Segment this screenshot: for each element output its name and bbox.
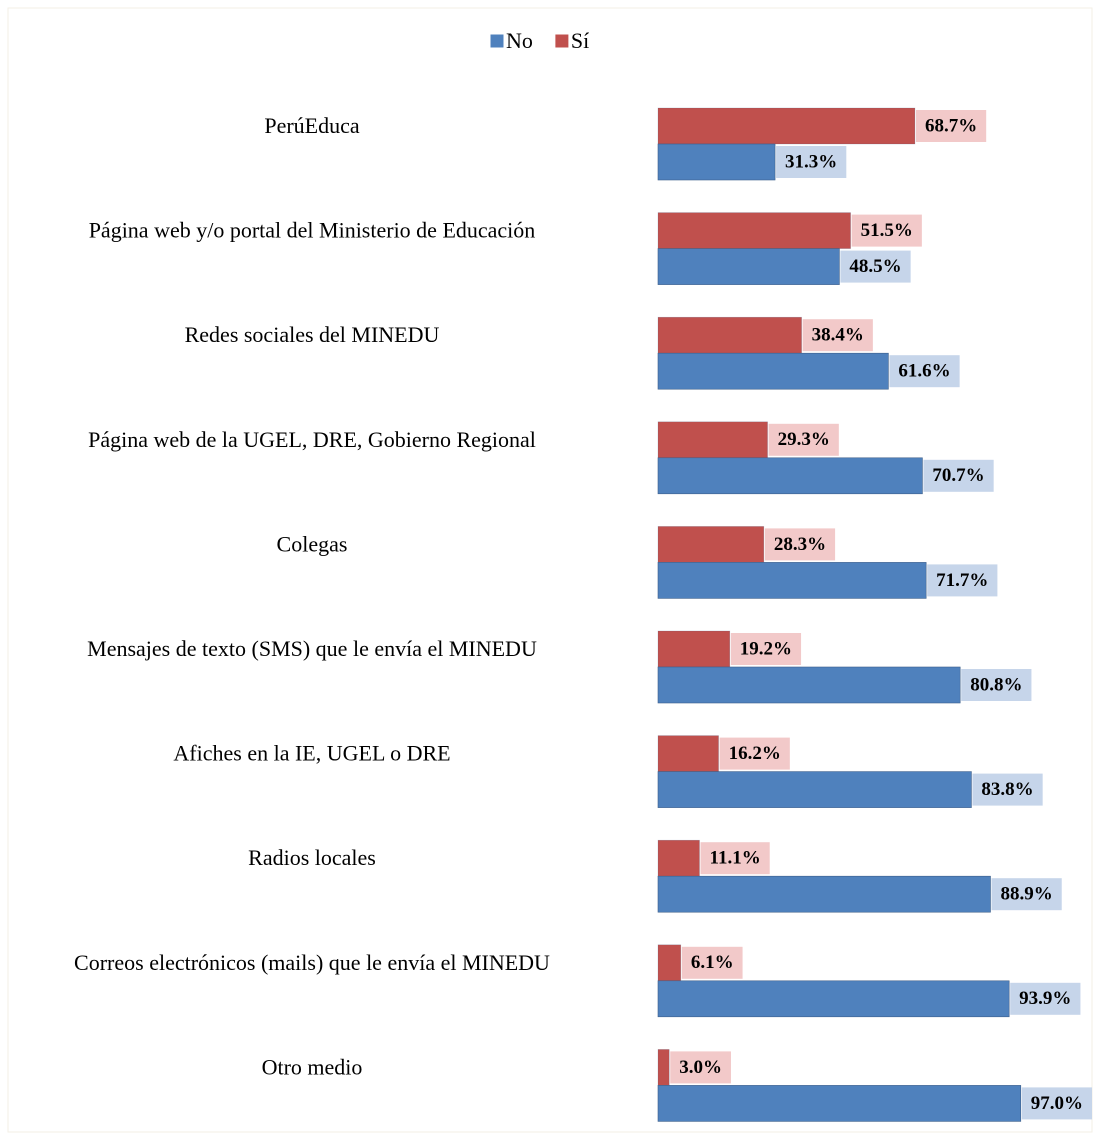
value-label: 38.4% (812, 325, 864, 346)
bar (657, 666, 961, 704)
bar (657, 526, 765, 563)
bar (657, 771, 972, 808)
value-label-bg (1010, 982, 1081, 1015)
bar (657, 735, 719, 772)
value-label-bg (991, 878, 1062, 911)
value-label: 51.5% (861, 220, 913, 241)
value-label-bg (670, 1051, 731, 1084)
category-label: Redes sociales del MINEDU (185, 322, 440, 347)
category-label: Radios locales (248, 845, 376, 870)
value-label: 6.1% (691, 952, 734, 973)
category-label: Otro medio (262, 1054, 363, 1079)
value-label-bg (719, 737, 790, 770)
category-label: Página web de la UGEL, DRE, Gobierno Reg… (88, 427, 536, 452)
value-label-bg (764, 528, 836, 561)
value-label: 68.7% (925, 115, 977, 136)
value-label: 70.7% (932, 465, 984, 486)
value-label: 28.3% (774, 534, 826, 555)
legend-label: No (506, 28, 533, 53)
bar (657, 630, 731, 668)
category-label: Mensajes de texto (SMS) que le envía el … (87, 636, 537, 661)
legend-label: Sí (571, 28, 589, 53)
value-label-bg (730, 633, 802, 665)
bar (657, 457, 923, 495)
bar (657, 980, 1010, 1018)
value-label-bg (972, 773, 1043, 806)
bar (657, 352, 889, 390)
category-label: Colegas (277, 531, 348, 556)
value-label: 19.2% (740, 638, 792, 659)
bar (657, 421, 768, 459)
category-label: Página web y/o portal del Ministerio de … (89, 218, 536, 243)
bar (657, 944, 682, 982)
category-label: Correos electrónicos (mails) que le enví… (74, 950, 550, 975)
value-label: 71.7% (936, 570, 988, 591)
bar (657, 875, 991, 913)
bar (657, 1085, 1022, 1122)
value-label: 3.0% (679, 1057, 722, 1078)
bar (657, 562, 927, 599)
value-label: 83.8% (981, 779, 1033, 800)
value-label: 88.9% (1000, 884, 1052, 905)
value-label-bg (681, 946, 743, 979)
value-label-bg (889, 355, 960, 388)
value-label-bg (776, 146, 847, 178)
value-label-bg (802, 319, 873, 352)
value-label-bg (961, 669, 1032, 701)
category-label: Afiches en la IE, UGEL o DRE (173, 741, 450, 766)
frame (7, 7, 1093, 1133)
bar (657, 316, 802, 354)
bar (657, 1049, 670, 1086)
bar (657, 212, 851, 249)
value-label-bg (915, 110, 987, 142)
bar (657, 839, 700, 877)
legend-swatch (554, 33, 570, 49)
value-label: 16.2% (729, 743, 781, 764)
bar (657, 248, 840, 285)
value-label: 80.8% (970, 674, 1022, 695)
value-label-bg (840, 250, 911, 283)
value-label-bg (1021, 1087, 1093, 1120)
value-label: 31.3% (785, 151, 837, 172)
value-label-bg (768, 423, 839, 456)
value-label-bg (927, 564, 998, 597)
value-label-bg (923, 459, 994, 492)
category-label: PerúEduca (264, 113, 360, 138)
value-label: 97.0% (1031, 1093, 1083, 1114)
value-label: 61.6% (898, 361, 950, 382)
bar (657, 143, 776, 181)
value-label: 93.9% (1019, 988, 1071, 1009)
bar (657, 107, 916, 145)
value-label: 11.1% (710, 848, 761, 869)
value-label: 29.3% (778, 429, 830, 450)
value-label: 48.5% (849, 256, 901, 277)
value-label-bg (700, 842, 770, 875)
value-label-bg (851, 214, 922, 247)
legend-swatch (489, 33, 505, 49)
